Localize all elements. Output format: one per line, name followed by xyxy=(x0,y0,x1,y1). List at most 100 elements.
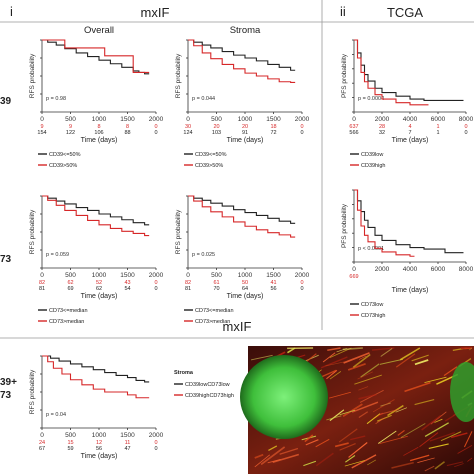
x-tick-label: 2000 xyxy=(375,116,390,123)
fiber xyxy=(348,442,368,458)
fiber xyxy=(358,386,369,391)
legend-entry: CD73>median xyxy=(195,319,230,325)
risk-count-low: 0 xyxy=(300,286,303,292)
km-curve-low xyxy=(188,195,296,224)
legend-entry: CD73<=median xyxy=(195,308,234,314)
mxif-image xyxy=(240,346,474,474)
km-curve-low xyxy=(42,195,150,226)
km-curve-high xyxy=(42,355,150,399)
legend-entry: CD73>median xyxy=(49,319,84,325)
fiber xyxy=(434,418,443,423)
x-tick-label: 0 xyxy=(40,432,44,439)
fiber xyxy=(424,465,435,472)
legend-entry: CD39>50% xyxy=(195,163,223,169)
legend-entry: CD73<=median xyxy=(49,308,88,314)
fiber xyxy=(347,362,366,371)
km-curve-low xyxy=(42,39,150,75)
km-panel-cd73-overall: RFS probability 0 500 1000 1500 2000 p = 0.059… xyxy=(29,195,164,325)
risk-count-high: 82 xyxy=(39,280,45,286)
risk-count-low: 81 xyxy=(185,286,191,292)
fiber xyxy=(391,461,414,469)
risk-count-low: 70 xyxy=(213,286,219,292)
x-axis-label: Time (days) xyxy=(392,137,429,144)
x-tick-label: 0 xyxy=(352,266,356,273)
x-tick-label: 500 xyxy=(65,432,76,439)
risk-count-low: 56 xyxy=(270,286,276,292)
risk-count-low: 0 xyxy=(464,130,467,136)
fiber xyxy=(352,353,371,368)
fiber xyxy=(457,445,473,454)
risk-count-high: 11 xyxy=(125,440,131,446)
risk-count-high: 43 xyxy=(124,280,130,286)
p-value: p = 0.025 xyxy=(192,252,215,258)
fiber xyxy=(414,399,435,406)
fiber xyxy=(371,347,395,351)
fiber xyxy=(428,443,449,449)
fiber xyxy=(339,443,356,451)
x-tick-label: 1500 xyxy=(266,272,281,279)
tumor-nest xyxy=(240,355,328,439)
risk-count-high: 0 xyxy=(300,124,303,130)
x-tick-label: 2000 xyxy=(295,272,310,279)
x-tick-label: 0 xyxy=(186,116,190,123)
y-axis-label: PFS probability xyxy=(341,203,348,248)
fiber xyxy=(334,442,349,448)
fiber xyxy=(304,434,314,443)
x-tick-label: 4000 xyxy=(403,266,418,273)
x-tick-label: 2000 xyxy=(149,432,164,439)
km-curve-high xyxy=(354,189,415,257)
fiber xyxy=(350,435,366,441)
p-value: p = 0.044 xyxy=(192,96,215,102)
risk-count-low: 0 xyxy=(300,130,303,136)
x-tick-label: 1000 xyxy=(238,116,253,123)
fiber xyxy=(454,463,464,468)
km-curve-high xyxy=(188,195,296,238)
legend-entry: CD39>50% xyxy=(49,163,77,169)
fiber xyxy=(358,393,377,400)
fiber xyxy=(358,355,367,360)
fiber xyxy=(414,359,429,366)
fiber xyxy=(357,371,373,380)
risk-count-low: 103 xyxy=(212,130,221,136)
fiber xyxy=(379,358,404,365)
fiber xyxy=(329,409,345,422)
legend-entry: CD39lowCD73low xyxy=(185,382,230,388)
risk-count-high: 15 xyxy=(67,440,73,446)
legend-entry: CD39low xyxy=(361,152,383,158)
fiber xyxy=(315,452,334,467)
y-axis-label: RFS probability xyxy=(29,369,36,414)
y-axis-label: PFS probability xyxy=(341,53,348,98)
fiber xyxy=(429,431,456,442)
fiber xyxy=(404,381,431,393)
fiber xyxy=(434,461,445,470)
fiber xyxy=(424,376,447,384)
fiber xyxy=(303,460,317,467)
fiber xyxy=(305,439,319,446)
plot-title: Stroma xyxy=(230,25,261,36)
fiber xyxy=(327,347,341,352)
fiber xyxy=(260,446,286,466)
x-tick-label: 8000 xyxy=(459,266,474,273)
km-curve-high xyxy=(42,195,150,237)
fiber xyxy=(358,411,369,419)
legend-entry: CD39highCD73high xyxy=(185,393,234,399)
fiber xyxy=(272,453,300,463)
x-tick-label: 0 xyxy=(352,116,356,123)
risk-count-low: 72 xyxy=(270,130,276,136)
y-axis-label: RFS probability xyxy=(29,53,36,98)
risk-count-high: 0 xyxy=(154,440,157,446)
x-tick-label: 500 xyxy=(211,272,222,279)
risk-count-high: 0 xyxy=(300,280,303,286)
risk-count-high: 8 xyxy=(97,124,100,130)
risk-count-low: 62 xyxy=(96,286,102,292)
risk-count-low: 91 xyxy=(242,130,248,136)
risk-count-high: 20 xyxy=(213,124,219,130)
x-tick-label: 1500 xyxy=(120,432,135,439)
fiber xyxy=(326,370,338,380)
x-axis-label: Time (days) xyxy=(227,293,264,300)
x-tick-label: 1000 xyxy=(92,116,107,123)
x-tick-label: 0 xyxy=(40,272,44,279)
fiber xyxy=(377,430,397,444)
